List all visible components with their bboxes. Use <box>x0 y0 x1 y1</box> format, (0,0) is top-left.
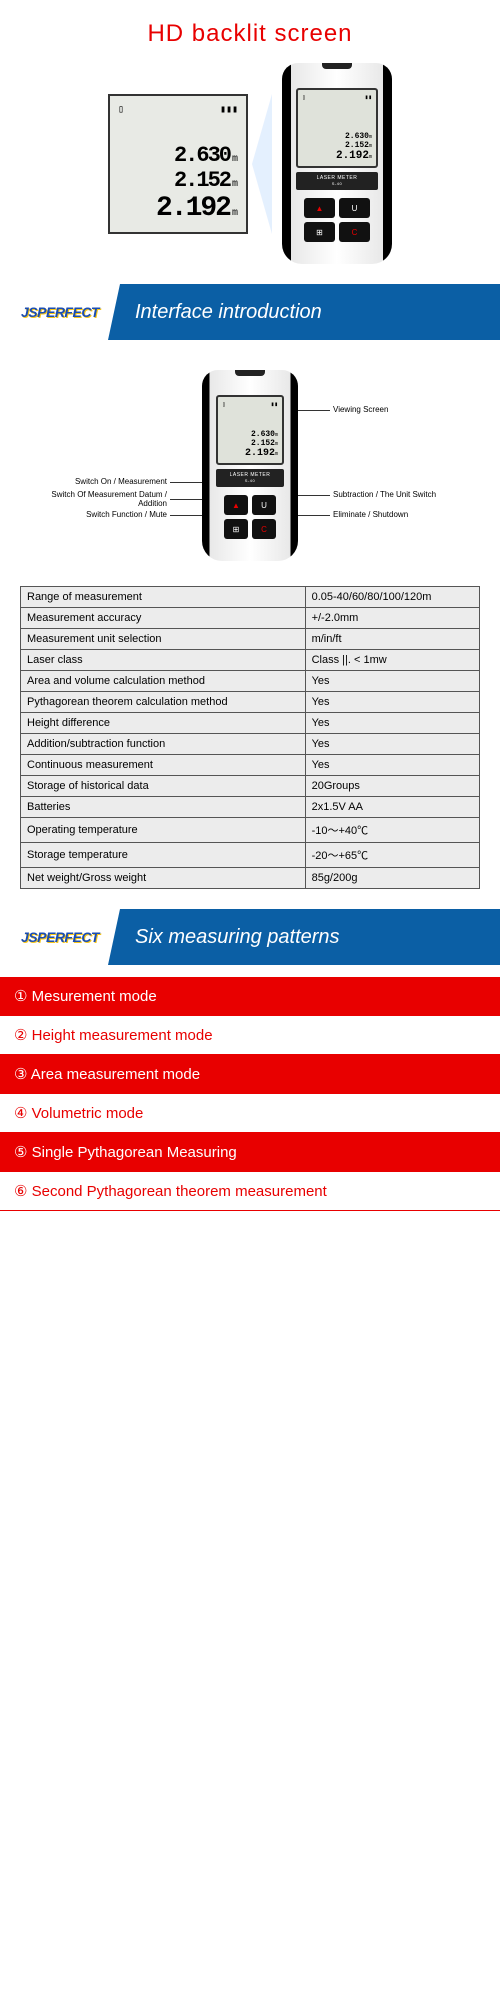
spec-table: Range of measurement0.05-40/60/80/100/12… <box>20 586 480 889</box>
device-render: ▯▮▮ 2.630m 2.152m 2.192m LASER METERS-40… <box>282 63 392 264</box>
mode-number: ⑤ <box>14 1144 27 1161</box>
table-row: Height differenceYes <box>21 713 480 734</box>
callout-left: Switch Function / Mute <box>86 510 202 519</box>
modes-list: ① Mesurement mode② Height measurement mo… <box>0 965 500 1223</box>
table-row: Net weight/Gross weight85g/200g <box>21 868 480 889</box>
table-row: Batteries2x1.5V AA <box>21 797 480 818</box>
mode-item: ② Height measurement mode <box>0 1016 500 1055</box>
mode-label: Single Pythagorean Measuring <box>32 1144 237 1161</box>
btn-func: ⊞ <box>304 222 335 242</box>
banner-title: Six measuring patterns <box>135 926 340 949</box>
mode-number: ③ <box>14 1066 27 1083</box>
callout-left: Switch Of Measurement Datum /Addition <box>51 490 202 508</box>
table-row: Laser classClass ||. < 1mw <box>21 650 480 671</box>
lcd-status-row: ▯ ▮▮▮ <box>118 104 238 116</box>
device-annotated: ▯▮▮ 2.630m 2.152m 2.192m LASER METERS-40… <box>202 370 298 561</box>
lcd-reading-3: 2.192 <box>156 193 230 224</box>
mode-number: ② <box>14 1027 27 1044</box>
lcd-reading-2: 2.152 <box>174 168 230 193</box>
section-hd-screen: HD backlit screen ▯▮▮▮ 2.630m 2.152m 2.1… <box>0 0 500 284</box>
btn-unit: U <box>339 198 370 218</box>
logo-badge: JSPERFECT <box>0 909 120 965</box>
table-row: Operating temperature-10～+40℃ <box>21 818 480 843</box>
ref-icon: ▯ <box>118 104 124 116</box>
screen-device-row: ▯▮▮▮ 2.630m 2.152m 2.192m ▯▮▮ 2.630m 2.1… <box>0 63 500 264</box>
callout-right: Viewing Screen <box>298 405 388 414</box>
mode-number: ④ <box>14 1105 27 1122</box>
table-row: Addition/subtraction functionYes <box>21 734 480 755</box>
mode-item: ③ Area measurement mode <box>0 1055 500 1094</box>
table-row: Measurement accuracy+/-2.0mm <box>21 608 480 629</box>
callout-right: Subtraction / The Unit Switch <box>298 490 436 499</box>
mode-label: Area measurement mode <box>31 1066 200 1083</box>
mode-item: ① Mesurement mode <box>0 977 500 1016</box>
lcd-enlarged: ▯▮▮▮ 2.630m 2.152m 2.192m <box>108 94 248 234</box>
section-interface: ▯▮▮ 2.630m 2.152m 2.192m LASER METERS-40… <box>0 340 500 576</box>
lcd-reading-1: 2.630 <box>174 143 230 168</box>
mode-label: Height measurement mode <box>32 1027 213 1044</box>
callout-right: Eliminate / Shutdown <box>298 510 408 519</box>
logo-badge: JSPERFECT <box>0 284 120 340</box>
mode-number: ① <box>14 988 27 1005</box>
table-row: Continuous measurementYes <box>21 755 480 776</box>
mode-item: ⑤ Single Pythagorean Measuring <box>0 1133 500 1172</box>
battery-icon: ▮▮▮ <box>220 104 238 116</box>
section-title: HD backlit screen <box>0 20 500 48</box>
banner-interface: JSPERFECT Interface introduction <box>0 284 500 340</box>
mode-label: Volumetric mode <box>32 1105 144 1122</box>
table-row: Storage temperature-20～+65℃ <box>21 843 480 868</box>
mode-label: Mesurement mode <box>32 988 157 1005</box>
banner-patterns: JSPERFECT Six measuring patterns <box>0 909 500 965</box>
mode-item: ④ Volumetric mode <box>0 1094 500 1133</box>
table-row: Storage of historical data20Groups <box>21 776 480 797</box>
device-screen: ▯▮▮ 2.630m 2.152m 2.192m <box>296 88 378 168</box>
table-row: Range of measurement0.05-40/60/80/100/12… <box>21 587 480 608</box>
table-row: Pythagorean theorem calculation methodYe… <box>21 692 480 713</box>
projection-beam <box>252 94 272 234</box>
table-row: Measurement unit selectionm/in/ft <box>21 629 480 650</box>
device-label: LASER METERS-40 <box>296 172 378 190</box>
mode-item: ⑥ Second Pythagorean theorem measurement <box>0 1172 500 1211</box>
mode-number: ⑥ <box>14 1183 27 1200</box>
banner-title: Interface introduction <box>135 301 322 324</box>
mode-label: Second Pythagorean theorem measurement <box>32 1183 327 1200</box>
table-row: Area and volume calculation methodYes <box>21 671 480 692</box>
btn-clear: C <box>339 222 370 242</box>
btn-measure: ▲ <box>304 198 335 218</box>
callout-left: Switch On / Measurement <box>75 477 202 486</box>
